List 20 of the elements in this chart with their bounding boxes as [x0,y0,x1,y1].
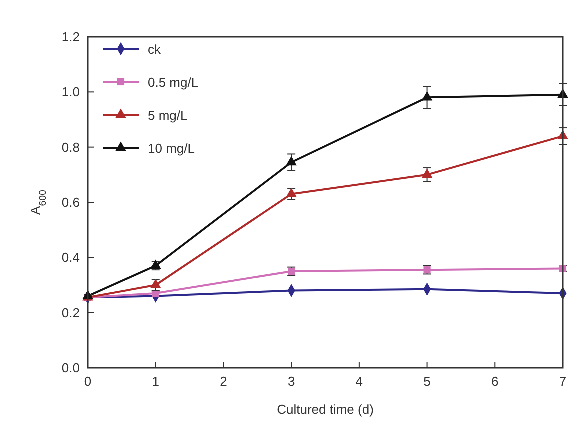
legend-label: ck [148,42,162,57]
y-tick-label: 0.0 [62,360,80,376]
x-tick-label: 1 [152,374,160,389]
y-tick-label: 1.2 [62,30,80,44]
x-axis-title: Cultured time (d) [277,402,374,417]
x-tick-label: 4 [356,374,364,389]
x-tick-label: 2 [220,374,228,389]
x-tick-label: 0 [84,374,92,389]
x-tick-label: 3 [288,374,296,389]
y-tick-label: 0.4 [62,250,80,266]
legend-label: 0.5 mg/L [148,75,199,90]
y-tick-label: 1.0 [62,84,80,100]
legend-label: 10 mg/L [148,141,195,156]
x-tick-label: 7 [559,374,567,389]
legend-label: 5 mg/L [148,108,188,123]
y-tick-label: 0.2 [62,305,80,320]
x-tick-label: 6 [492,374,499,389]
y-tick-label: 0.6 [62,195,80,210]
x-tick-label: 5 [424,374,431,389]
y-tick-label: 0.8 [62,140,80,155]
